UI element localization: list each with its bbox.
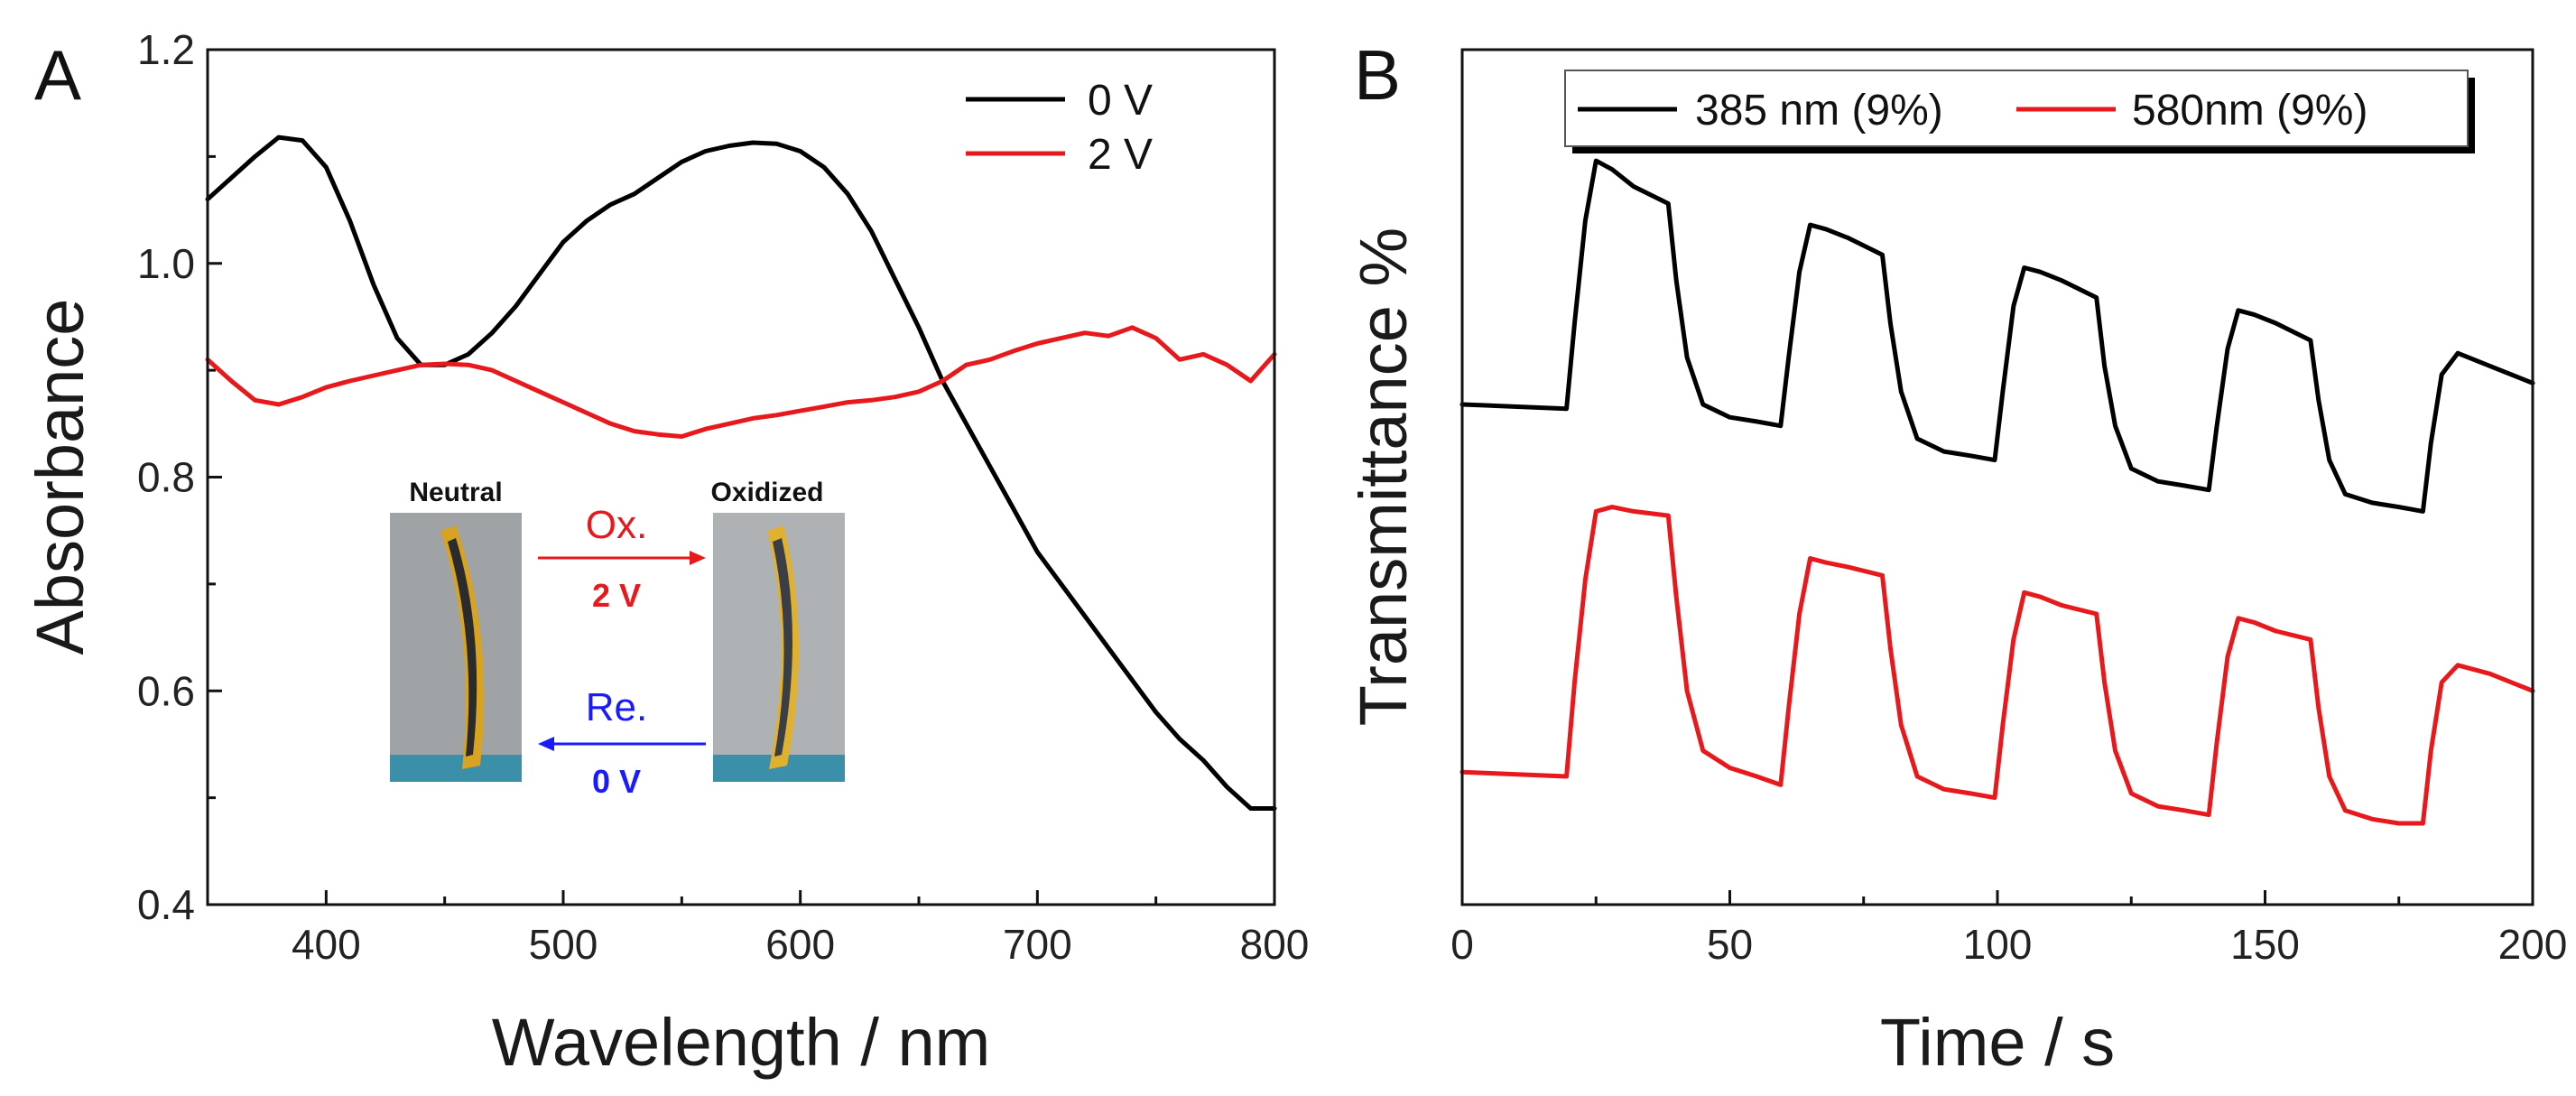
y-tick-label: 0.8 xyxy=(137,454,195,501)
panel-b-series xyxy=(1459,158,2535,826)
series-line-385-nm-9 xyxy=(1459,158,2535,514)
x-tick-label: 500 xyxy=(529,921,598,968)
y-tick-label: 0.6 xyxy=(137,667,195,714)
y-tick-label: 1.0 xyxy=(137,240,195,287)
x-tick-label: 100 xyxy=(1963,921,2033,968)
oxidized-film-photo xyxy=(713,513,845,782)
x-tick-label: 0 xyxy=(1450,921,1474,968)
oxidation-arrowhead-icon xyxy=(690,551,706,565)
panel-a-x-axis-title: Wavelength / nm xyxy=(492,1005,991,1080)
series-line-2-v xyxy=(205,325,1277,439)
y-tick-label: 0.4 xyxy=(137,881,195,928)
oxidation-label: Ox. xyxy=(586,503,647,547)
legend-label-580nm: 580nm (9%) xyxy=(2132,87,2368,135)
panel-letter-a: A xyxy=(34,35,81,115)
x-tick-label: 150 xyxy=(2230,921,2300,968)
series-line-580nm-9 xyxy=(1459,505,2535,826)
legend-label-2v: 2 V xyxy=(1088,131,1153,179)
inset-label-neutral: Neutral xyxy=(409,478,502,507)
panel-b-x-axis-title: Time / s xyxy=(1880,1005,2115,1080)
reduction-label: Re. xyxy=(586,685,647,729)
x-tick-label: 400 xyxy=(292,921,361,968)
x-tick-label: 600 xyxy=(765,921,835,968)
y-tick-label: 1.2 xyxy=(137,26,195,73)
inset-label-oxidized: Oxidized xyxy=(710,478,823,507)
panel-b-ticks: 0 50 100 150 200 xyxy=(1450,890,2567,968)
panel-a-y-axis-title: Absorbance xyxy=(23,299,97,655)
panel-b-y-axis-title: Transmittance % xyxy=(1346,228,1421,726)
panel-a-inset: Neutral Oxidized O xyxy=(390,478,845,800)
x-tick-label: 200 xyxy=(2498,921,2568,968)
panel-a: A 400 500 600 700 800 0.4 0.6 0.8 1.0 1.2 Wavelen… xyxy=(23,26,1309,1080)
reduction-voltage: 0 V xyxy=(592,763,641,800)
panel-a-legend: 0 V 2 V xyxy=(966,77,1153,179)
x-tick-label: 800 xyxy=(1240,921,1310,968)
panel-letter-b: B xyxy=(1354,35,1401,115)
panel-a-series xyxy=(205,135,1277,811)
oxidation-voltage: 2 V xyxy=(592,577,641,614)
legend-label-385nm: 385 nm (9%) xyxy=(1695,87,1943,135)
panel-a-ticks: 400 500 600 700 800 0.4 0.6 0.8 1.0 1.2 xyxy=(137,26,1309,968)
panel-b-legend: 385 nm (9%) 580nm (9%) xyxy=(1564,70,2475,153)
legend-label-0v: 0 V xyxy=(1088,77,1153,125)
panel-b: B 0 50 100 150 200 Time / s Transmittance % … xyxy=(1346,35,2567,1080)
reduction-arrowhead-icon xyxy=(538,737,554,751)
x-tick-label: 700 xyxy=(1003,921,1072,968)
neutral-film-photo xyxy=(390,513,522,782)
x-tick-label: 50 xyxy=(1707,921,1753,968)
panel-a-frame xyxy=(206,48,1276,906)
series-line-0-v xyxy=(205,135,1277,811)
panel-b-frame xyxy=(1460,48,2534,906)
